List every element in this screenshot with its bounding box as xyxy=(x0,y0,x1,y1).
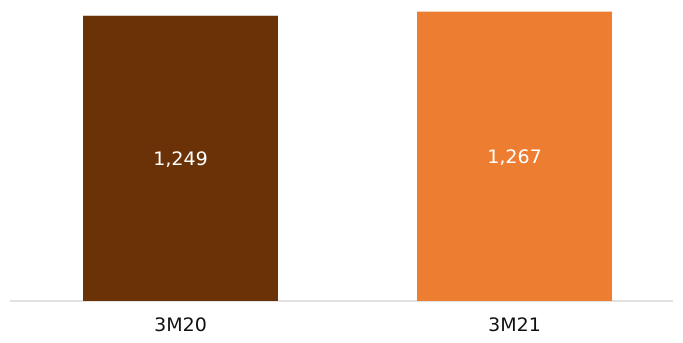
data-label-3m21: 1,267 xyxy=(487,146,541,168)
data-label-3m20: 1,249 xyxy=(153,148,207,170)
x-tick-label-3m21: 3M21 xyxy=(488,314,541,336)
x-tick-label-3m20: 3M20 xyxy=(154,314,207,336)
bar-3m21 xyxy=(417,11,612,302)
bar-3m20 xyxy=(83,15,278,302)
